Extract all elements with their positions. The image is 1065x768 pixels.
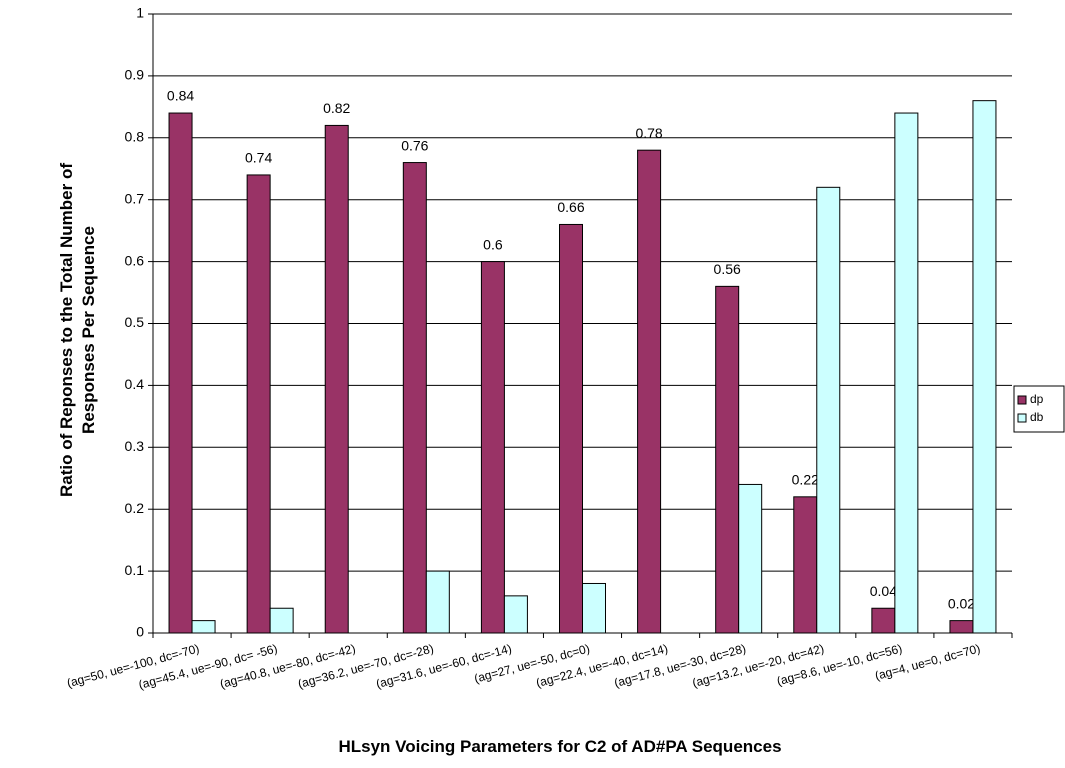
bar	[246, 174, 271, 634]
legend-label: db	[1030, 410, 1044, 424]
y-tick-label: 1	[136, 5, 144, 21]
legend-frame	[1013, 385, 1065, 433]
y-tick-label: 0.4	[125, 376, 145, 392]
y-axis-title-line: Responses Per Sequence	[79, 226, 98, 434]
bar	[191, 620, 216, 634]
y-axis-title-line: Ratio of Reponses to the Total Number of	[57, 163, 76, 497]
bar	[503, 595, 528, 634]
data-label: 0.82	[323, 100, 350, 116]
x-axis-title: HLsyn Voicing Parameters for C2 of AD#PA…	[338, 737, 781, 756]
bar	[324, 124, 349, 634]
data-label: 0.02	[948, 595, 975, 611]
data-label: 0.6	[483, 236, 503, 252]
x-tick-label: (ag=17.8, ue=-30, dc=28)	[613, 641, 748, 690]
y-axis-title: Ratio of Reponses to the Total Number of…	[57, 163, 98, 497]
bar	[168, 112, 193, 634]
data-label: 0.76	[401, 137, 428, 153]
data-label: 0.22	[792, 472, 819, 488]
data-label: 0.78	[635, 125, 662, 141]
bar	[559, 223, 583, 634]
legend-swatch	[1017, 413, 1027, 423]
bar	[816, 186, 841, 634]
bar	[871, 607, 896, 634]
bar	[402, 162, 427, 634]
bar	[480, 261, 505, 634]
y-tick-label: 0.6	[125, 252, 145, 268]
x-tick-label: (ag=13.2, ue=-20, dc=42)	[691, 641, 826, 690]
legend-label: dp	[1030, 392, 1044, 406]
y-tick-label: 0.5	[125, 314, 145, 330]
y-tick-label: 0.2	[125, 500, 145, 516]
bar	[715, 285, 740, 634]
bar	[637, 149, 662, 634]
bar	[894, 112, 919, 634]
y-tick-label: 0.7	[125, 190, 145, 206]
bar	[269, 607, 294, 634]
data-label: 0.84	[167, 88, 194, 104]
data-label: 0.56	[714, 261, 741, 277]
data-label: 0.66	[557, 199, 584, 215]
y-tick-label: 0.3	[125, 438, 145, 454]
bar	[582, 582, 606, 634]
y-tick-label: 0.9	[125, 67, 145, 83]
y-tick-label: 0.8	[125, 129, 145, 145]
bar	[425, 570, 450, 634]
y-tick-label: 0	[136, 624, 144, 640]
y-tick-label: 0.1	[125, 562, 145, 578]
data-label: 0.04	[870, 583, 897, 599]
x-tick-label: (ag=22.4, ue=-40, dc=14)	[535, 641, 670, 690]
bar	[738, 483, 763, 634]
bar	[793, 496, 818, 634]
legend-swatch	[1017, 395, 1027, 405]
bar	[972, 100, 997, 634]
legend: dp db	[1013, 385, 1065, 433]
data-label: 0.74	[245, 150, 272, 166]
bar	[949, 620, 974, 634]
